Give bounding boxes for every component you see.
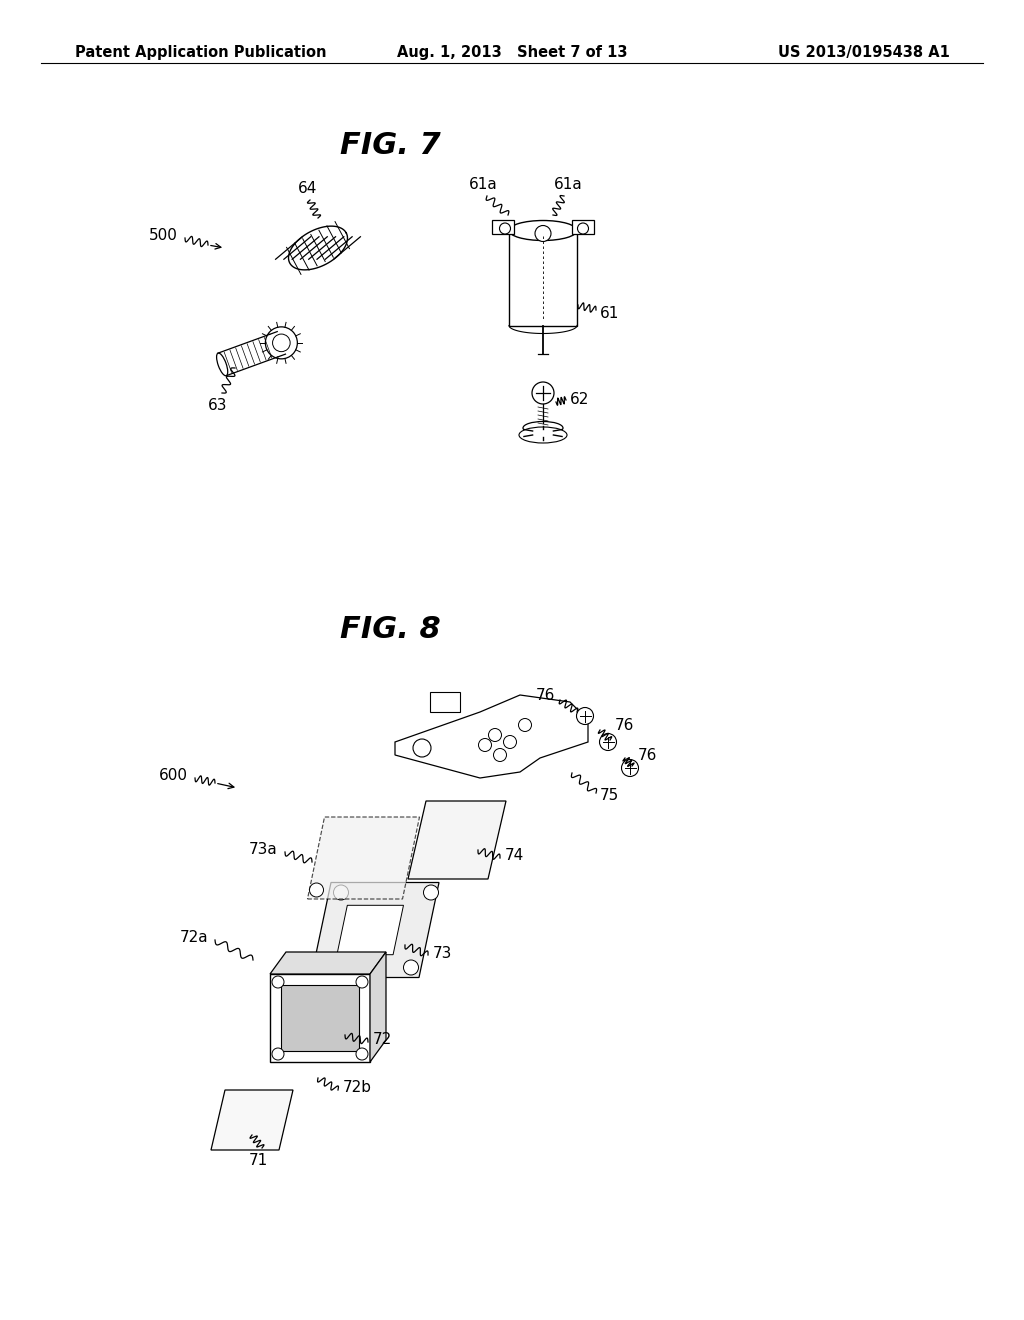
Circle shape: [518, 718, 531, 731]
Text: 76: 76: [638, 747, 657, 763]
Circle shape: [535, 226, 551, 242]
Circle shape: [599, 734, 616, 751]
Polygon shape: [337, 906, 403, 954]
Text: 600: 600: [159, 767, 188, 783]
Circle shape: [403, 960, 419, 975]
Circle shape: [272, 975, 284, 987]
Text: 76: 76: [615, 718, 635, 734]
Circle shape: [488, 729, 502, 742]
Circle shape: [309, 883, 324, 898]
Polygon shape: [395, 696, 588, 777]
Polygon shape: [211, 1090, 293, 1150]
Bar: [430, 692, 460, 711]
FancyBboxPatch shape: [509, 231, 577, 326]
Ellipse shape: [217, 352, 227, 376]
Bar: [492, 219, 514, 234]
Ellipse shape: [519, 426, 567, 444]
Text: 61: 61: [600, 305, 620, 321]
Ellipse shape: [509, 220, 577, 240]
Ellipse shape: [523, 421, 563, 434]
Circle shape: [356, 1048, 368, 1060]
Text: FIG. 7: FIG. 7: [340, 131, 440, 160]
Circle shape: [356, 975, 368, 987]
Text: 73a: 73a: [249, 842, 278, 857]
Text: 75: 75: [600, 788, 620, 803]
Text: FIG. 8: FIG. 8: [340, 615, 440, 644]
Text: US 2013/0195438 A1: US 2013/0195438 A1: [778, 45, 950, 59]
Text: 72a: 72a: [179, 929, 208, 945]
Polygon shape: [270, 974, 370, 1063]
Circle shape: [500, 223, 511, 234]
Circle shape: [413, 739, 431, 756]
Text: 64: 64: [298, 181, 317, 195]
Polygon shape: [307, 817, 420, 899]
Text: 61a: 61a: [469, 177, 498, 191]
Text: Aug. 1, 2013   Sheet 7 of 13: Aug. 1, 2013 Sheet 7 of 13: [396, 45, 628, 59]
Circle shape: [424, 884, 438, 900]
Circle shape: [272, 1048, 284, 1060]
Text: 73: 73: [433, 945, 453, 961]
Polygon shape: [270, 952, 386, 974]
Text: 500: 500: [150, 228, 178, 243]
Text: 76: 76: [536, 689, 555, 704]
Polygon shape: [370, 952, 386, 1063]
Circle shape: [494, 748, 507, 762]
Text: 72b: 72b: [343, 1081, 372, 1096]
Circle shape: [478, 738, 492, 751]
Circle shape: [578, 223, 589, 234]
Circle shape: [313, 960, 329, 975]
Text: Patent Application Publication: Patent Application Publication: [75, 45, 327, 59]
Polygon shape: [408, 801, 506, 879]
Text: 62: 62: [570, 392, 590, 408]
Text: 74: 74: [505, 849, 524, 863]
Text: 71: 71: [249, 1152, 267, 1168]
Circle shape: [272, 334, 290, 351]
Text: 63: 63: [208, 399, 227, 413]
Text: 61a: 61a: [554, 177, 583, 191]
Circle shape: [334, 884, 348, 900]
Bar: [572, 219, 594, 234]
Text: 72: 72: [373, 1032, 392, 1048]
Circle shape: [504, 735, 516, 748]
Bar: [281, 985, 359, 1051]
Circle shape: [265, 327, 297, 359]
Circle shape: [622, 759, 639, 776]
Circle shape: [577, 708, 594, 725]
Polygon shape: [311, 883, 439, 978]
Circle shape: [532, 381, 554, 404]
